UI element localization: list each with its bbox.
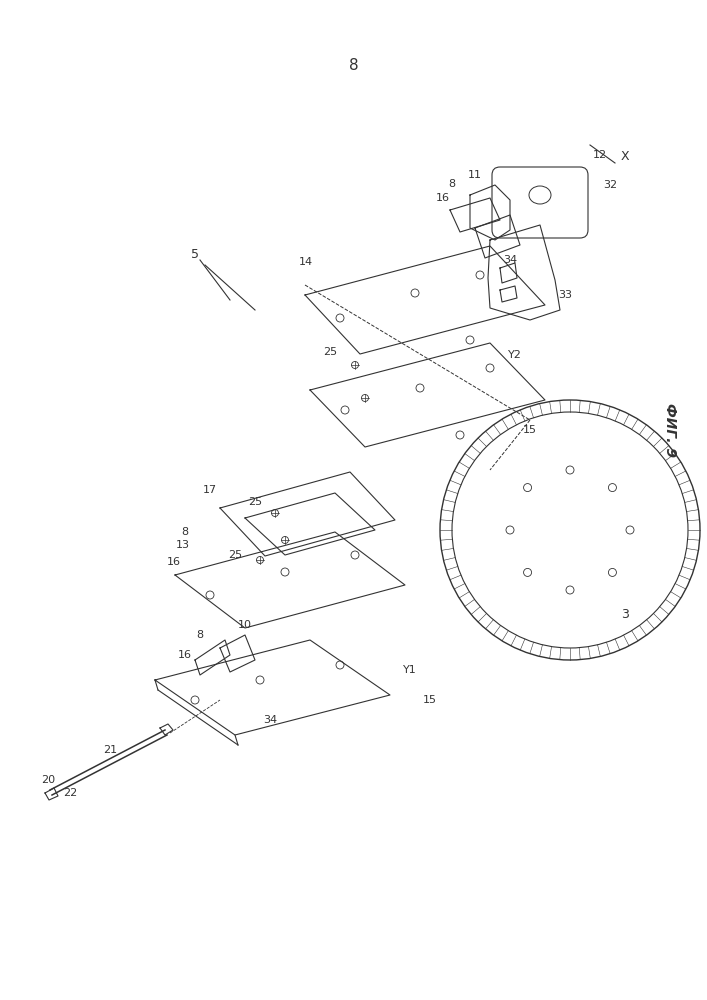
Text: 8: 8 — [448, 179, 455, 189]
Text: 22: 22 — [63, 788, 77, 798]
Text: 10: 10 — [238, 620, 252, 630]
Text: 8: 8 — [197, 630, 204, 640]
Text: 25: 25 — [228, 550, 242, 560]
Text: 15: 15 — [423, 695, 437, 705]
Text: 8: 8 — [182, 527, 189, 537]
Text: 5: 5 — [191, 248, 199, 261]
Text: 15: 15 — [523, 425, 537, 435]
Text: 12: 12 — [593, 150, 607, 160]
Text: 32: 32 — [603, 180, 617, 190]
Text: 21: 21 — [103, 745, 117, 755]
Text: 13: 13 — [176, 540, 190, 550]
Text: 3: 3 — [621, 608, 629, 621]
Text: 14: 14 — [299, 257, 313, 267]
Text: 11: 11 — [468, 170, 482, 180]
Text: 16: 16 — [436, 193, 450, 203]
Text: Y1: Y1 — [403, 665, 417, 675]
Text: 17: 17 — [203, 485, 217, 495]
Text: 16: 16 — [178, 650, 192, 660]
Text: Y2: Y2 — [508, 350, 522, 360]
Text: 8: 8 — [349, 57, 359, 73]
Text: 25: 25 — [248, 497, 262, 507]
Text: 33: 33 — [558, 290, 572, 300]
Text: ФИГ. 9: ФИГ. 9 — [663, 403, 677, 457]
Text: 20: 20 — [41, 775, 55, 785]
Text: 16: 16 — [167, 557, 181, 567]
Text: 25: 25 — [323, 347, 337, 357]
Text: 34: 34 — [503, 255, 517, 265]
Text: 34: 34 — [263, 715, 277, 725]
Text: X: X — [621, 150, 629, 163]
